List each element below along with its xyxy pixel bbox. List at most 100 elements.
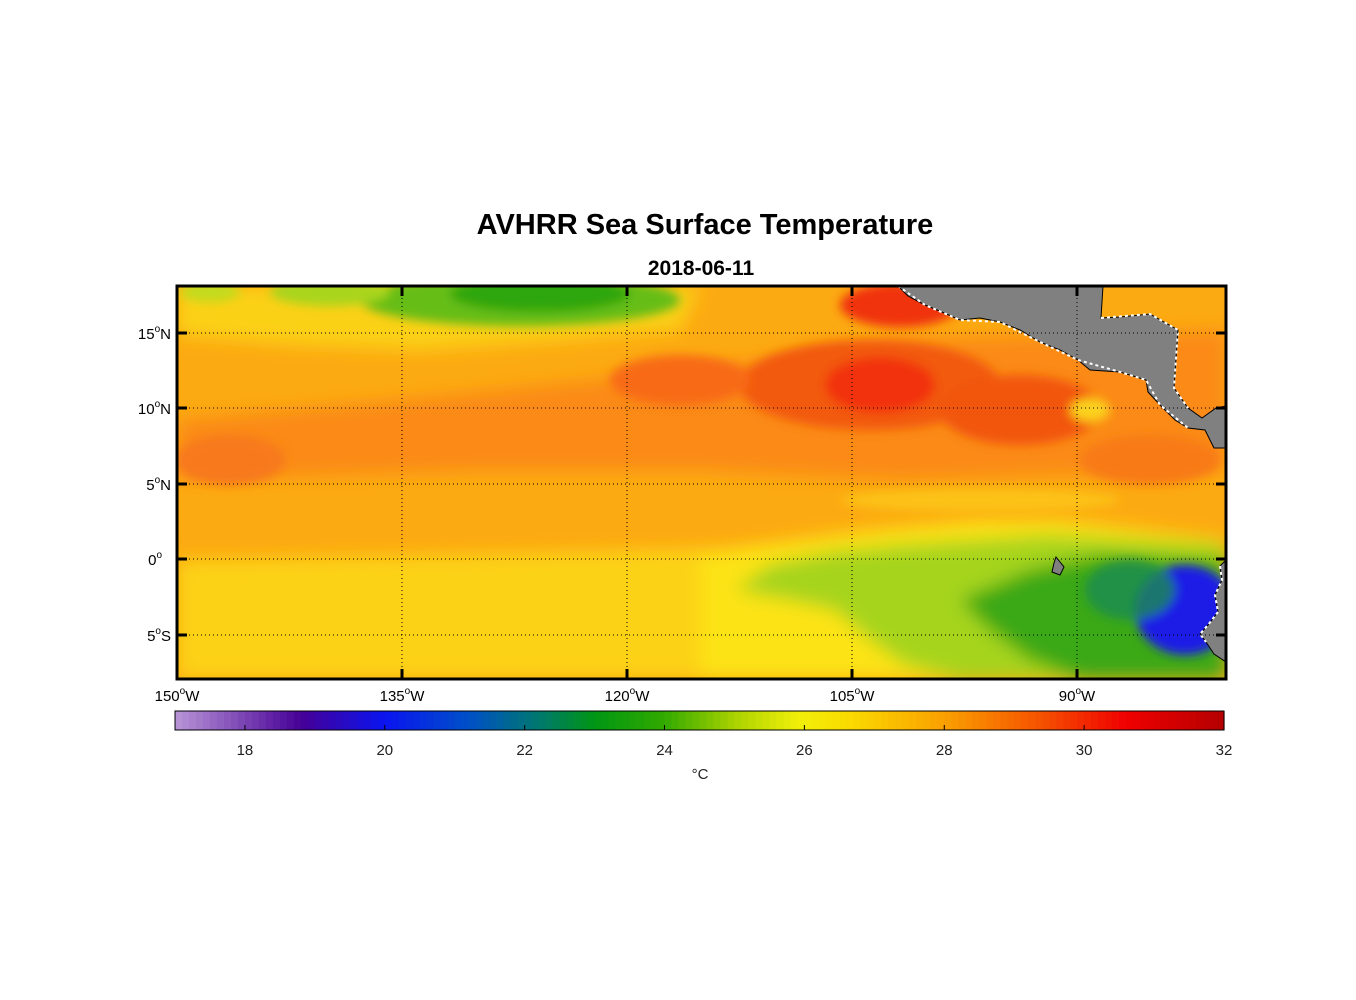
colorbar: 18 20 22 24 26 28 30 32 °C [174,710,1233,783]
colorbar-cell [1042,711,1050,730]
colorbar-cell [1161,711,1169,730]
colorbar-tick-label: 18 [237,742,254,759]
sst-yellow-front [840,488,1120,512]
colorbar-cell [342,711,351,730]
colorbar-cell [1112,711,1120,730]
colorbar-cell [580,711,589,730]
lat-tick-labels: 15oN 10oN 5oN 0o 5oS [138,324,171,645]
colorbar-cell [846,711,854,730]
colorbar-cell [1028,711,1036,730]
lon-label-90w: 90oW [1059,686,1096,705]
lon-label-135w: 135oW [380,686,426,705]
colorbar-cell [356,711,365,730]
colorbar-cell [433,711,442,730]
colorbar-cell [713,711,722,730]
grid [177,286,1226,679]
colorbar-tick-label: 26 [796,742,813,759]
colorbar-cell [503,711,512,730]
colorbar-cell [496,711,505,730]
colorbar-cell [790,711,798,730]
colorbar-tick-label: 28 [936,742,953,759]
colorbar-cell [545,711,554,730]
colorbar-cell [531,711,540,730]
colorbar-cell [419,711,428,730]
colorbar-cell [1021,711,1029,730]
colorbar-cell [175,711,183,730]
colorbar-cell [615,711,624,730]
chart-title: AVHRR Sea Surface Temperature [477,209,934,241]
colorbar-cell [300,711,309,730]
colorbar-cell [307,711,316,730]
sst-lighter-southwest [177,555,700,679]
colorbar-cell [916,711,924,730]
lat-label-5s: 5oS [147,626,171,645]
colorbar-cell [671,711,680,730]
colorbar-cell [832,711,840,730]
colorbar-cell [489,711,498,730]
colorbar-cell [643,711,652,730]
colorbar-cell [608,711,617,730]
colorbar-cell [685,711,694,730]
coastline-dash-caribbean [1100,312,1189,409]
colorbar-cell [1154,711,1162,730]
colorbar-cell [944,711,952,730]
colorbar-tick-label: 30 [1076,742,1093,759]
sst-red-band-mid [610,355,750,405]
sst-yellow-lens [1070,398,1110,422]
colorbar-cell [461,711,470,730]
colorbar-cell [244,711,253,730]
colorbar-tick-label: 24 [656,742,673,759]
sst-green-patch-2 [180,286,240,302]
sst-field [177,286,1226,679]
colorbar-cell [965,711,973,730]
colorbar-cell [867,711,875,730]
colorbar-cell [811,711,819,730]
colorbar-cell [755,711,764,730]
land-galapagos [1051,555,1065,576]
colorbar-cell [1168,711,1176,730]
colorbar-tick-label: 32 [1216,742,1233,759]
sst-orange-east [1080,435,1220,485]
chart-subtitle: 2018-06-11 [648,257,755,280]
colorbar-cell [349,711,358,730]
colorbar-cell [895,711,903,730]
lat-label-5n: 5oN [146,475,171,494]
colorbar-cell [958,711,966,730]
colorbar-cell [566,711,575,730]
colorbar-cell [363,711,372,730]
colorbar-cell [993,711,1001,730]
lat-label-10n: 10oN [138,399,171,418]
colorbar-cell [426,711,435,730]
colorbar-ticks: 18 20 22 24 26 28 30 32 [237,725,1233,759]
colorbar-cell [853,711,861,730]
colorbar-cell [776,711,785,730]
colorbar-cell [258,711,267,730]
colorbar-cell [314,711,323,730]
lon-label-150w: 150oW [155,686,201,705]
colorbar-cell [1049,711,1057,730]
colorbar-cell [405,711,414,730]
colorbar-cell [195,711,204,730]
colorbar-cell [573,711,582,730]
colorbar-cell [335,711,344,730]
colorbar-cell [216,711,225,730]
colorbar-cell [237,711,246,730]
colorbar-cell [447,711,456,730]
colorbar-cell [902,711,910,730]
colorbar-cell [874,711,882,730]
colorbar-cell [1070,711,1078,730]
colorbar-cell [678,711,687,730]
sst-teal-peru [1085,560,1175,620]
colorbar-cell [888,711,896,730]
colorbar-tick-label: 20 [376,742,393,759]
colorbar-cell [468,711,477,730]
colorbar-cell [769,711,778,730]
colorbar-cell [762,711,771,730]
colorbar-cell [384,711,393,730]
colorbar-cell [454,711,463,730]
colorbar-cell [1189,711,1197,730]
colorbar-cell [692,711,701,730]
colorbar-cell [223,711,232,730]
tick-marks [177,286,1226,679]
colorbar-cell [972,711,980,730]
